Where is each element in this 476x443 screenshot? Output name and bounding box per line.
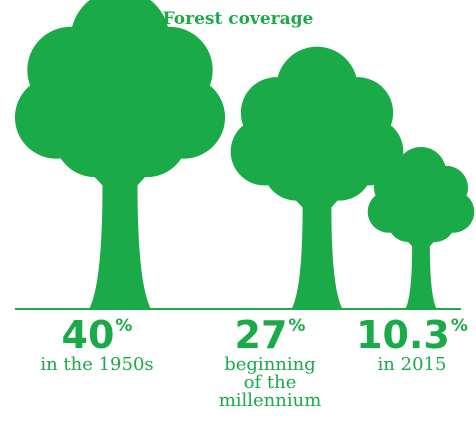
chart-title: Forest coverage [162,9,314,29]
value-label-2: 10.3 [356,313,450,357]
stat-2: 10.3% in 2015 [350,316,474,374]
tree-icon-0 [14,0,226,309]
category-label-0: in the 1950s [40,354,154,375]
tree-icon-1 [230,46,404,309]
stat-1: 27% beginning of the millennium [205,316,335,410]
tree-icon-2 [367,146,475,309]
value-label-0: 40 [61,313,115,357]
category-label-2: in 2015 [377,354,447,375]
stat-0: 40% in the 1950s [14,316,180,374]
category-label-1: beginning of the millennium [218,354,322,411]
percent-sign-2: % [450,316,468,336]
percent-sign-1: % [288,316,306,336]
value-label-1: 27 [234,313,288,357]
percent-sign-0: % [115,316,133,336]
